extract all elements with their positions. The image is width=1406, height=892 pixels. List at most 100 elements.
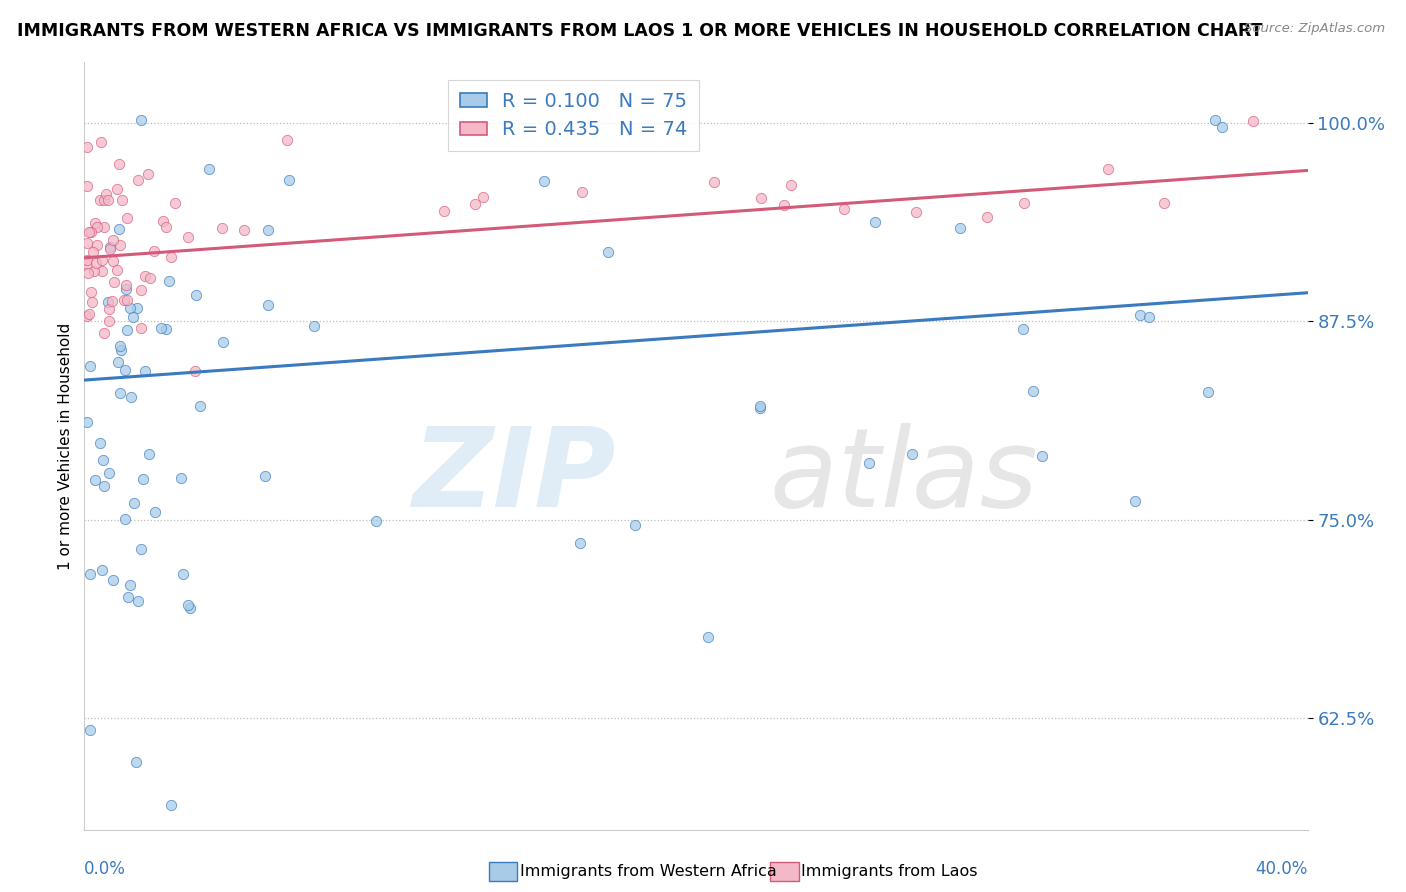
Point (163, 195, 186, 210)
Text: IMMIGRANTS FROM WESTERN AFRICA VS IMMIGRANTS FROM LAOS 1 OR MORE VEHICLES IN HOU: IMMIGRANTS FROM WESTERN AFRICA VS IMMIGR… (17, 22, 1263, 40)
Point (276, 133, 298, 147)
Point (90, 563, 112, 577)
Point (773, 198, 796, 212)
Point (114, 362, 136, 376)
Point (1022, 384, 1045, 399)
Point (76, 267, 98, 281)
Text: Immigrants from Laos: Immigrants from Laos (801, 864, 979, 879)
Point (858, 456, 880, 470)
Point (82, 295, 104, 310)
Point (1012, 322, 1035, 336)
Point (77, 225, 100, 239)
Point (129, 284, 152, 298)
Point (186, 288, 208, 302)
Point (79, 566, 101, 581)
Point (533, 174, 555, 188)
Point (97, 194, 120, 208)
Point (865, 215, 887, 229)
Point (143, 244, 166, 259)
Point (254, 469, 277, 483)
Point (159, 250, 181, 264)
Point (91, 264, 114, 278)
Point (129, 321, 152, 335)
Point (212, 334, 235, 349)
Point (132, 472, 155, 486)
Point (155, 321, 177, 335)
Point (120, 301, 142, 315)
Point (749, 191, 772, 205)
Point (84, 216, 107, 230)
Point (184, 363, 207, 377)
Point (278, 173, 301, 187)
Point (464, 197, 486, 211)
Point (138, 447, 160, 461)
Point (1012, 196, 1035, 211)
Point (108, 237, 131, 252)
Point (120, 578, 142, 592)
Point (98, 314, 121, 328)
Point (93, 193, 115, 207)
Y-axis label: 1 or more Vehicles in Household: 1 or more Vehicles in Household (58, 322, 73, 570)
Point (1197, 384, 1219, 399)
Point (93, 479, 115, 493)
Point (134, 364, 156, 378)
Point (749, 401, 772, 415)
Point (569, 536, 592, 550)
Point (366, 514, 388, 528)
Point (134, 269, 156, 284)
Point (114, 512, 136, 526)
Point (76, 256, 98, 270)
Point (160, 798, 183, 813)
Point (98, 243, 121, 257)
Point (127, 301, 149, 315)
Point (86, 238, 108, 252)
Point (1241, 114, 1264, 128)
Point (115, 293, 138, 307)
Point (155, 219, 177, 234)
Text: Source: ZipAtlas.com: Source: ZipAtlas.com (1244, 22, 1385, 36)
Point (302, 319, 325, 334)
Point (97, 294, 120, 309)
Text: ZIP: ZIP (413, 423, 616, 530)
Point (1153, 195, 1175, 210)
Point (129, 542, 152, 557)
Point (90, 135, 112, 149)
Point (83, 263, 105, 277)
Point (117, 590, 139, 604)
Point (103, 275, 125, 289)
Point (105, 182, 128, 196)
Point (1211, 120, 1233, 134)
Point (80, 225, 103, 239)
Point (976, 211, 998, 225)
Point (1097, 161, 1119, 176)
Point (1031, 449, 1053, 463)
Point (177, 229, 200, 244)
Point (157, 274, 180, 288)
Text: atlas: atlas (769, 423, 1038, 530)
Point (1137, 310, 1160, 324)
Point (98, 240, 121, 254)
Legend: R = 0.100   N = 75, R = 0.435   N = 74: R = 0.100 N = 75, R = 0.435 N = 74 (449, 79, 699, 151)
Point (89, 193, 111, 207)
Point (949, 221, 972, 235)
Point (127, 593, 149, 607)
Point (98, 466, 121, 480)
Point (115, 278, 138, 293)
Point (211, 221, 233, 235)
Point (901, 447, 924, 461)
Point (110, 343, 132, 357)
Point (152, 214, 174, 228)
Point (115, 323, 138, 337)
Point (121, 310, 143, 325)
Point (472, 190, 495, 204)
Point (79, 359, 101, 373)
Point (101, 233, 124, 247)
Point (150, 321, 173, 335)
Point (115, 211, 138, 226)
Point (136, 167, 159, 181)
Point (86, 219, 108, 234)
Point (108, 386, 131, 401)
Point (122, 496, 145, 510)
Point (256, 222, 278, 236)
Point (257, 298, 280, 312)
